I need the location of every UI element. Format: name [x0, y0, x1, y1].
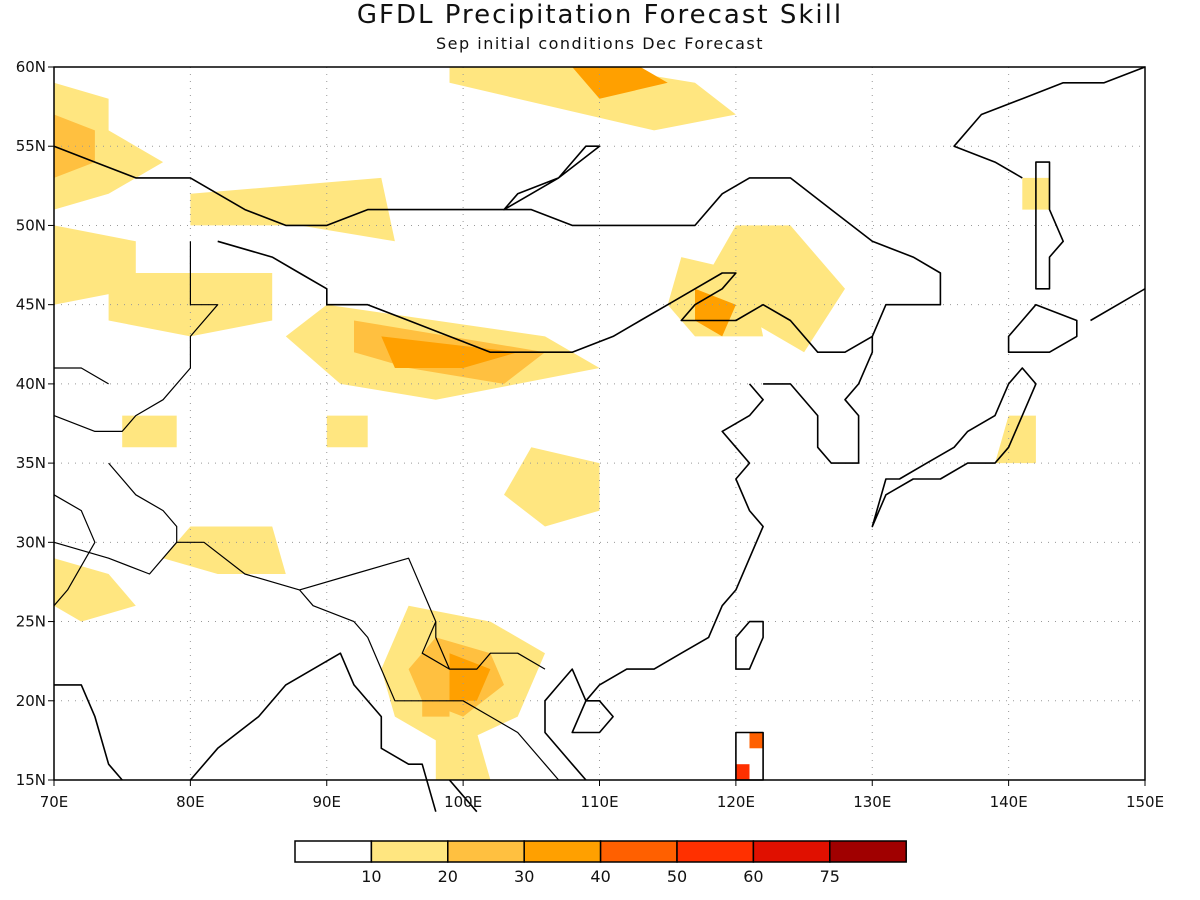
skill-region-10 — [708, 225, 845, 353]
lat-tick-label: 55N — [16, 137, 46, 155]
skill-region-25 — [749, 732, 764, 749]
skill-region-21 — [326, 415, 368, 448]
coastlines — [53, 66, 1146, 813]
legend-swatch-5 — [676, 840, 755, 863]
longitude-labels: 70E 80E 90E 100E 110E 120E 130E 140E 150E — [40, 780, 1164, 811]
skill-region-13 — [504, 447, 600, 527]
lat-tick-label: 35N — [16, 454, 46, 472]
lat-tick-label: 20N — [16, 692, 46, 710]
coastline-9 — [503, 145, 601, 211]
legend-swatch-1 — [370, 840, 449, 863]
border-6 — [435, 621, 451, 670]
lat-tick-label: 30N — [16, 533, 46, 551]
page-title: GFDL Precipitation Forecast Skill — [356, 0, 844, 30]
country-borders — [53, 241, 560, 781]
legend-swatch-7 — [829, 840, 907, 863]
legend-swatch-4 — [599, 840, 678, 863]
color-legend: 10 20 30 40 50 60 75 — [294, 840, 907, 886]
legend-swatch-6 — [752, 840, 831, 863]
lat-tick-label: 60N — [16, 58, 46, 76]
skill-region-7 — [381, 336, 518, 368]
coastline-14 — [448, 779, 478, 813]
lat-tick-label: 25N — [16, 613, 46, 631]
coastline-11 — [1090, 288, 1146, 322]
legend-label-1: 20 — [438, 867, 458, 886]
coastline-2 — [544, 383, 764, 781]
border-0 — [53, 541, 546, 670]
border-4 — [299, 589, 560, 781]
skill-region-14 — [163, 526, 286, 574]
lat-tick-label: 50N — [16, 216, 46, 234]
lon-tick-label: 80E — [176, 793, 205, 811]
lon-tick-label: 70E — [40, 793, 69, 811]
lon-tick-label: 150E — [1126, 793, 1164, 811]
border-1 — [53, 241, 219, 432]
coastline-3 — [763, 336, 874, 464]
lon-tick-label: 100E — [444, 793, 482, 811]
coastline-8 — [571, 699, 614, 734]
coastline-0 — [53, 145, 942, 337]
page-subtitle: Sep initial conditions Dec Forecast — [436, 34, 764, 53]
legend-swatch-0 — [294, 840, 373, 863]
border-2 — [54, 367, 109, 385]
legend-label-0: 10 — [361, 867, 381, 886]
coastline-6 — [1035, 161, 1064, 290]
lon-tick-label: 140E — [990, 793, 1028, 811]
lat-tick-label: 15N — [16, 771, 46, 789]
lon-tick-label: 130E — [853, 793, 891, 811]
coastline-12 — [54, 684, 123, 781]
skill-region-26 — [735, 764, 750, 780]
lon-tick-label: 110E — [580, 793, 618, 811]
lon-tick-label: 120E — [717, 793, 755, 811]
coastline-5 — [1007, 303, 1078, 354]
lat-tick-label: 40N — [16, 375, 46, 393]
skill-region-9 — [572, 67, 668, 99]
coastline-1 — [217, 240, 873, 354]
map-background — [54, 67, 1145, 780]
coastline-7 — [735, 620, 764, 670]
lat-tick-label: 45N — [16, 296, 46, 314]
skill-region-1 — [54, 114, 95, 178]
legend-swatch-3 — [523, 840, 602, 863]
skill-region-15 — [54, 558, 136, 622]
skill-region-12 — [695, 288, 736, 337]
latitude-labels: 15N 20N 25N 30N 35N 40N 45N 50N 55N 60N — [16, 58, 54, 789]
border-3 — [108, 462, 178, 543]
legend-label-4: 50 — [667, 867, 687, 886]
skill-region-4 — [190, 177, 395, 242]
lon-tick-label: 90E — [312, 793, 341, 811]
legend-label-5: 60 — [743, 867, 763, 886]
skill-region-18 — [449, 653, 491, 701]
legend-label-6: 75 — [820, 867, 840, 886]
legend-label-3: 40 — [590, 867, 610, 886]
skill-region-19 — [435, 732, 491, 780]
legend-label-2: 30 — [514, 867, 534, 886]
legend-swatch-2 — [447, 840, 525, 863]
coastline-10 — [953, 66, 1146, 179]
skill-region-22 — [122, 415, 177, 448]
border-5 — [53, 494, 96, 607]
coastline-4 — [871, 367, 1037, 528]
coastline-13 — [189, 652, 437, 812]
